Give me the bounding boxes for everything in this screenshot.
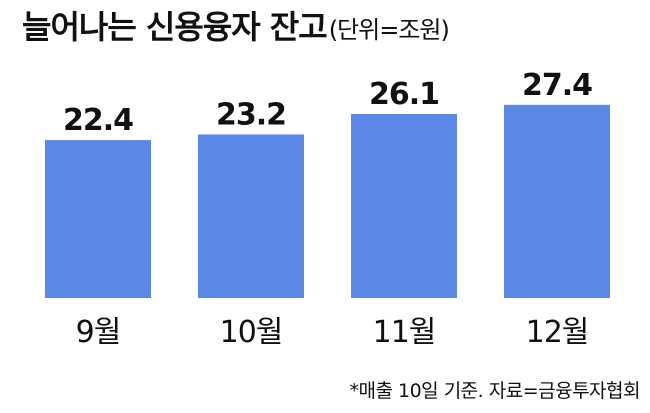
title-unit: (단위=조원) [329,16,449,44]
x-tick-label: 10월 [220,315,283,350]
footnote: *매출 10일 기준. 자료=금융투자협회 [350,380,641,402]
x-tick-label: 9월 [76,315,121,350]
bar [45,140,151,298]
x-tick-label: 12월 [526,315,589,350]
value-label: 22.4 [63,103,133,138]
bar [198,134,304,298]
chart-title: 늘어나는 신용융자 잔고(단위=조원) [22,8,449,46]
value-label: 26.1 [369,77,439,112]
title-main: 늘어나는 신용융자 잔고 [22,8,327,46]
x-tick-label: 11월 [373,315,436,350]
bar [351,113,457,299]
value-label: 23.2 [216,97,286,132]
bar [504,104,610,298]
value-label: 27.4 [522,68,592,103]
